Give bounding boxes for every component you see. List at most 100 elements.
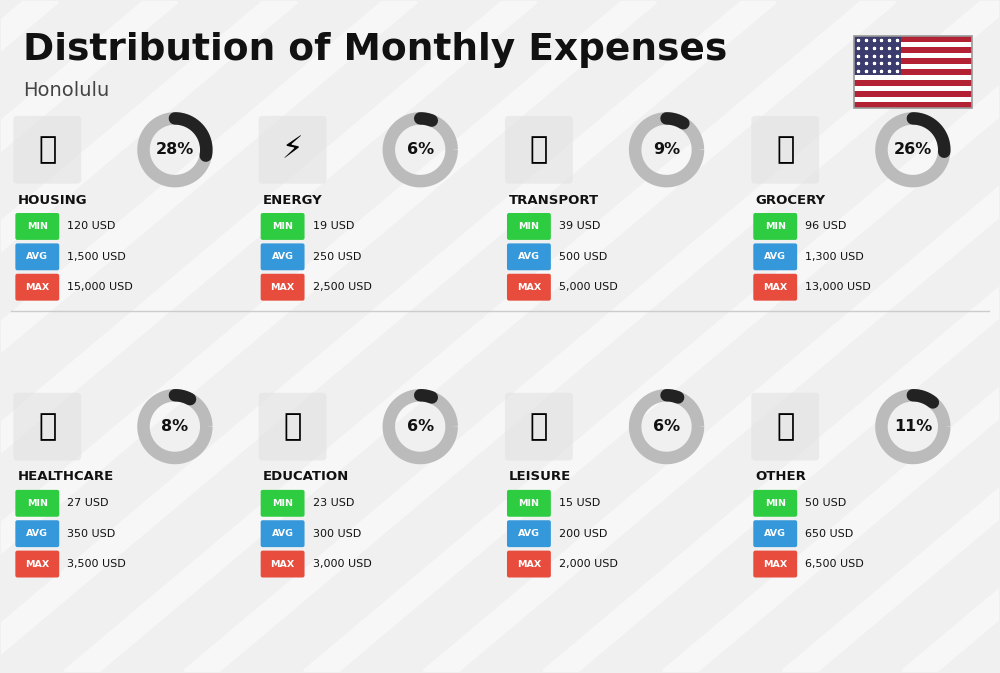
FancyBboxPatch shape xyxy=(854,80,972,86)
FancyBboxPatch shape xyxy=(15,551,59,577)
Text: 6%: 6% xyxy=(407,142,434,157)
Text: 13,000 USD: 13,000 USD xyxy=(805,282,871,292)
FancyBboxPatch shape xyxy=(261,274,305,301)
Text: 120 USD: 120 USD xyxy=(67,221,116,232)
Text: 🛍: 🛍 xyxy=(530,412,548,441)
FancyBboxPatch shape xyxy=(753,244,797,271)
Text: 50 USD: 50 USD xyxy=(805,498,846,508)
Text: Distribution of Monthly Expenses: Distribution of Monthly Expenses xyxy=(23,32,728,68)
FancyBboxPatch shape xyxy=(854,75,972,80)
FancyBboxPatch shape xyxy=(854,102,972,108)
Text: 23 USD: 23 USD xyxy=(313,498,354,508)
FancyBboxPatch shape xyxy=(854,86,972,92)
Text: AVG: AVG xyxy=(518,529,540,538)
Text: 15,000 USD: 15,000 USD xyxy=(67,282,133,292)
Text: 3,500 USD: 3,500 USD xyxy=(67,559,126,569)
Text: 1,300 USD: 1,300 USD xyxy=(805,252,864,262)
Text: 200 USD: 200 USD xyxy=(559,529,607,538)
FancyBboxPatch shape xyxy=(13,393,81,460)
Text: AVG: AVG xyxy=(764,529,786,538)
Text: AVG: AVG xyxy=(26,529,48,538)
Text: HEALTHCARE: HEALTHCARE xyxy=(17,470,114,483)
FancyBboxPatch shape xyxy=(507,490,551,517)
Text: AVG: AVG xyxy=(26,252,48,261)
Text: 500 USD: 500 USD xyxy=(559,252,607,262)
FancyBboxPatch shape xyxy=(854,36,972,42)
FancyBboxPatch shape xyxy=(854,47,972,52)
FancyBboxPatch shape xyxy=(261,244,305,271)
Text: 300 USD: 300 USD xyxy=(313,529,361,538)
Text: 15 USD: 15 USD xyxy=(559,498,600,508)
FancyBboxPatch shape xyxy=(507,551,551,577)
FancyBboxPatch shape xyxy=(259,393,326,460)
FancyBboxPatch shape xyxy=(15,244,59,271)
FancyBboxPatch shape xyxy=(13,116,81,184)
FancyBboxPatch shape xyxy=(261,490,305,517)
Text: 2,000 USD: 2,000 USD xyxy=(559,559,618,569)
Text: 💰: 💰 xyxy=(776,412,794,441)
Text: ENERGY: ENERGY xyxy=(263,194,322,207)
Text: MAX: MAX xyxy=(517,283,541,291)
Text: 3,000 USD: 3,000 USD xyxy=(313,559,371,569)
FancyBboxPatch shape xyxy=(15,274,59,301)
Text: LEISURE: LEISURE xyxy=(509,470,571,483)
Text: 🚌: 🚌 xyxy=(530,135,548,164)
Text: AVG: AVG xyxy=(518,252,540,261)
Text: AVG: AVG xyxy=(272,252,294,261)
Text: MIN: MIN xyxy=(27,222,48,231)
Text: MAX: MAX xyxy=(517,559,541,569)
Text: AVG: AVG xyxy=(272,529,294,538)
Text: MIN: MIN xyxy=(765,499,786,508)
Text: MIN: MIN xyxy=(765,222,786,231)
FancyBboxPatch shape xyxy=(15,213,59,240)
Text: 27 USD: 27 USD xyxy=(67,498,109,508)
Text: AVG: AVG xyxy=(764,252,786,261)
FancyBboxPatch shape xyxy=(753,520,797,547)
FancyBboxPatch shape xyxy=(259,116,326,184)
Text: 5,000 USD: 5,000 USD xyxy=(559,282,618,292)
FancyBboxPatch shape xyxy=(854,59,972,64)
FancyBboxPatch shape xyxy=(261,520,305,547)
Text: 6%: 6% xyxy=(653,419,680,434)
FancyBboxPatch shape xyxy=(854,36,901,75)
FancyBboxPatch shape xyxy=(507,244,551,271)
FancyBboxPatch shape xyxy=(507,520,551,547)
FancyBboxPatch shape xyxy=(854,69,972,75)
Text: 🏥: 🏥 xyxy=(38,412,56,441)
Text: 6,500 USD: 6,500 USD xyxy=(805,559,864,569)
Text: MAX: MAX xyxy=(270,559,295,569)
FancyBboxPatch shape xyxy=(15,490,59,517)
Text: 650 USD: 650 USD xyxy=(805,529,853,538)
Text: ⚡: ⚡ xyxy=(282,135,303,164)
FancyBboxPatch shape xyxy=(505,393,573,460)
Text: HOUSING: HOUSING xyxy=(17,194,87,207)
FancyBboxPatch shape xyxy=(507,213,551,240)
FancyBboxPatch shape xyxy=(854,97,972,102)
FancyBboxPatch shape xyxy=(261,213,305,240)
Text: MAX: MAX xyxy=(25,559,49,569)
Text: 96 USD: 96 USD xyxy=(805,221,847,232)
Text: 39 USD: 39 USD xyxy=(559,221,600,232)
FancyBboxPatch shape xyxy=(854,42,972,47)
Text: 26%: 26% xyxy=(894,142,932,157)
Text: OTHER: OTHER xyxy=(755,470,806,483)
Text: GROCERY: GROCERY xyxy=(755,194,825,207)
Text: 6%: 6% xyxy=(407,419,434,434)
Text: 8%: 8% xyxy=(161,419,188,434)
Text: 🎓: 🎓 xyxy=(283,412,302,441)
Text: 1,500 USD: 1,500 USD xyxy=(67,252,126,262)
Text: 9%: 9% xyxy=(653,142,680,157)
Text: 28%: 28% xyxy=(156,142,194,157)
Text: 11%: 11% xyxy=(894,419,932,434)
FancyBboxPatch shape xyxy=(753,551,797,577)
FancyBboxPatch shape xyxy=(751,116,819,184)
Text: 2,500 USD: 2,500 USD xyxy=(313,282,371,292)
FancyBboxPatch shape xyxy=(753,213,797,240)
FancyBboxPatch shape xyxy=(507,274,551,301)
Text: MAX: MAX xyxy=(763,283,787,291)
FancyBboxPatch shape xyxy=(854,52,972,59)
Text: 🛒: 🛒 xyxy=(776,135,794,164)
Text: MAX: MAX xyxy=(763,559,787,569)
FancyBboxPatch shape xyxy=(753,274,797,301)
FancyBboxPatch shape xyxy=(751,393,819,460)
